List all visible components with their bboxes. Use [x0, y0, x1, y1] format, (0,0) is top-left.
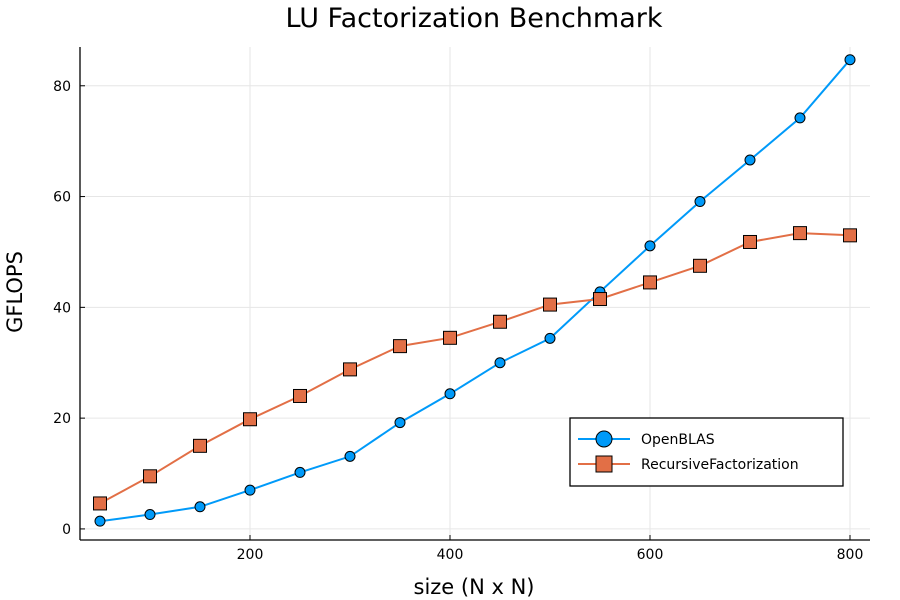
y-tick-label: 60 — [53, 190, 71, 206]
series-RecursiveFactorization — [93, 226, 857, 511]
data-point — [794, 112, 806, 124]
grid — [80, 47, 870, 540]
data-point — [244, 484, 256, 496]
legend-marker — [595, 455, 613, 473]
data-point — [793, 226, 807, 241]
data-point — [844, 54, 856, 66]
data-point — [694, 196, 706, 208]
data-point — [293, 388, 307, 403]
legend-label: RecursiveFactorization — [641, 457, 799, 473]
legend-item: OpenBLAS — [578, 430, 715, 448]
data-point — [494, 357, 506, 369]
y-tick-label: 40 — [53, 300, 71, 316]
series-layer — [93, 54, 857, 527]
legend-label: OpenBLAS — [641, 432, 715, 448]
y-tick-label: 80 — [53, 79, 71, 95]
data-point — [443, 330, 457, 345]
data-point — [393, 339, 407, 354]
x-axis-label: size (N x N) — [414, 575, 535, 599]
data-point — [544, 332, 556, 344]
data-point — [344, 450, 356, 462]
y-axis-label: GFLOPS — [3, 251, 27, 333]
legend-box — [569, 417, 844, 487]
tick-labels: 200 400 600 800 0 20 40 60 80 — [53, 79, 863, 563]
data-point — [593, 292, 607, 307]
data-point — [394, 417, 406, 429]
x-tick-label: 400 — [437, 547, 464, 563]
data-point — [93, 496, 107, 511]
data-point — [543, 297, 557, 312]
data-point — [493, 314, 507, 329]
data-point — [444, 388, 456, 400]
data-point — [193, 438, 207, 453]
x-tick-label: 800 — [837, 547, 864, 563]
data-point — [693, 258, 707, 273]
data-point — [744, 154, 756, 166]
series-line — [99, 232, 851, 505]
data-point — [843, 228, 857, 243]
axes — [79, 47, 870, 541]
data-point — [94, 515, 106, 527]
legend-marker — [595, 430, 613, 448]
data-point — [143, 469, 157, 484]
data-point — [643, 275, 657, 290]
legend-item: RecursiveFactorization — [578, 455, 799, 473]
data-point — [243, 412, 257, 427]
x-tick-label: 200 — [237, 547, 264, 563]
series-OpenBLAS — [94, 54, 856, 527]
data-point — [294, 466, 306, 478]
series-line — [99, 59, 851, 523]
chart-title: LU Factorization Benchmark — [286, 3, 663, 34]
data-point — [144, 509, 156, 521]
data-point — [644, 240, 656, 252]
y-tick-label: 0 — [62, 522, 71, 538]
data-point — [194, 501, 206, 513]
legend: OpenBLAS RecursiveFactorization — [569, 417, 844, 487]
x-tick-label: 600 — [637, 547, 664, 563]
data-point — [343, 362, 357, 377]
data-point — [743, 234, 757, 249]
y-tick-label: 20 — [53, 411, 71, 427]
